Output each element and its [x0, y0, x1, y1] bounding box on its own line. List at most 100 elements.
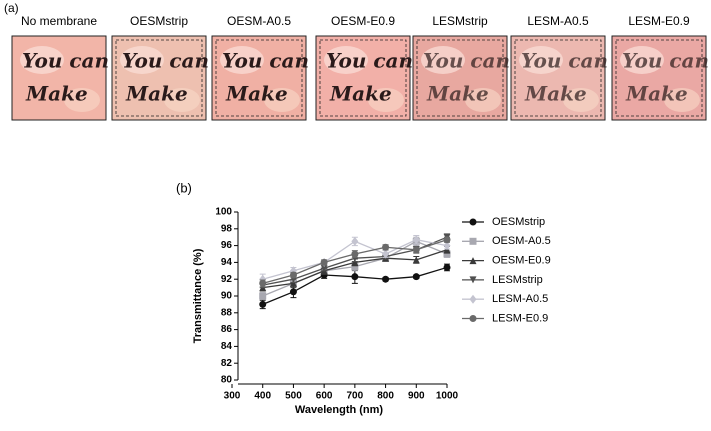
- legend-marker: [469, 237, 477, 245]
- handwriting: Make: [329, 82, 392, 106]
- photo-highlight: [324, 46, 368, 74]
- handwriting: Make: [524, 82, 587, 106]
- image-caption: No membrane: [21, 14, 97, 28]
- legend-label: LESM-E0.9: [492, 312, 548, 324]
- marker: [351, 250, 359, 258]
- marker: [289, 279, 297, 287]
- marker: [351, 236, 359, 246]
- legend-label: OESM-A0.5: [492, 235, 551, 247]
- y-tick-label: 92: [221, 274, 233, 285]
- y-tick-label: 84: [221, 341, 233, 352]
- x-tick-label: 700: [347, 391, 364, 402]
- legend-marker: [469, 276, 477, 284]
- image-caption: OESMstrip: [130, 14, 188, 28]
- legend-label: LESMstrip: [492, 274, 543, 286]
- legend-marker: [469, 315, 477, 322]
- photo-highlight: [465, 88, 501, 112]
- marker: [351, 263, 359, 271]
- handwriting: You can: [326, 49, 413, 73]
- handwriting: You can: [521, 49, 608, 73]
- y-tick-label: 96: [221, 240, 233, 251]
- photo-highlight: [620, 46, 664, 74]
- photo-highlight: [220, 46, 264, 74]
- y-tick-label: 98: [221, 223, 233, 234]
- marker: [412, 246, 420, 254]
- dashed-frame: [615, 39, 703, 117]
- legend-marker: [469, 218, 477, 226]
- marker: [382, 249, 390, 259]
- handwriting: Make: [225, 82, 288, 106]
- x-tick-label: 500: [285, 391, 302, 402]
- legend-marker: [469, 294, 477, 304]
- photo-highlight: [120, 46, 164, 74]
- y-axis-title: Transmittance (%): [192, 248, 204, 343]
- handwriting: You can: [122, 49, 209, 73]
- photo-highlight: [519, 46, 563, 74]
- dashed-frame: [115, 39, 203, 117]
- photo-highlight: [421, 46, 465, 74]
- marker: [412, 235, 420, 245]
- x-tick-label: 800: [377, 391, 394, 402]
- handwriting: You can: [22, 49, 109, 73]
- marker: [320, 258, 328, 266]
- dashed-frame: [319, 39, 407, 117]
- x-tick-label: 900: [408, 391, 425, 402]
- x-tick-label: 600: [316, 391, 333, 402]
- image-caption: LESM-A0.5: [527, 14, 589, 28]
- marker: [443, 250, 451, 258]
- photo-highlight: [368, 88, 404, 112]
- marker: [351, 258, 359, 266]
- y-tick-label: 100: [215, 207, 232, 218]
- handwriting: You can: [222, 49, 309, 73]
- photo-highlight: [264, 88, 300, 112]
- y-tick-label: 88: [221, 307, 233, 318]
- handwriting: Make: [25, 82, 88, 106]
- x-tick-label: 300: [224, 391, 241, 402]
- image-caption: OESM-E0.9: [331, 14, 395, 28]
- photo-highlight: [164, 88, 200, 112]
- marker: [443, 241, 451, 251]
- dashed-frame: [215, 39, 303, 117]
- marker: [289, 271, 297, 279]
- marker: [259, 292, 267, 300]
- marker: [443, 263, 451, 271]
- x-tick-label: 400: [254, 391, 271, 402]
- handwriting: Make: [426, 82, 489, 106]
- marker: [382, 243, 390, 251]
- handwriting: You can: [423, 49, 510, 73]
- x-tick-label: 1000: [436, 391, 459, 402]
- marker: [320, 264, 328, 272]
- handwriting: Make: [625, 82, 688, 106]
- y-tick-label: 80: [221, 375, 233, 386]
- y-tick-label: 82: [221, 358, 233, 369]
- marker: [443, 236, 451, 244]
- legend-label: OESM-E0.9: [492, 255, 551, 267]
- legend-marker: [469, 257, 477, 265]
- legend-label: LESM-A0.5: [492, 293, 548, 305]
- marker: [289, 288, 297, 296]
- image-caption: LESM-E0.9: [628, 14, 690, 28]
- photo-highlight: [20, 46, 64, 74]
- marker: [351, 273, 359, 281]
- marker: [412, 256, 420, 264]
- marker: [412, 273, 420, 281]
- panel-label: (a): [4, 1, 19, 15]
- dashed-frame: [514, 39, 602, 117]
- marker: [259, 279, 267, 287]
- y-tick-label: 94: [221, 257, 233, 268]
- photo-highlight: [563, 88, 599, 112]
- marker: [259, 300, 267, 308]
- legend-label: OESMstrip: [492, 216, 545, 228]
- x-axis-title: Wavelength (nm): [295, 404, 384, 416]
- marker: [382, 275, 390, 283]
- handwriting: You can: [622, 49, 709, 73]
- handwriting: Make: [125, 82, 188, 106]
- y-tick-label: 90: [221, 291, 233, 302]
- image-caption: OESM-A0.5: [227, 14, 291, 28]
- photo-highlight: [664, 88, 700, 112]
- y-tick-label: 86: [221, 324, 233, 335]
- dashed-frame: [416, 39, 504, 117]
- image-caption: LESMstrip: [432, 14, 488, 28]
- photo-highlight: [64, 88, 100, 112]
